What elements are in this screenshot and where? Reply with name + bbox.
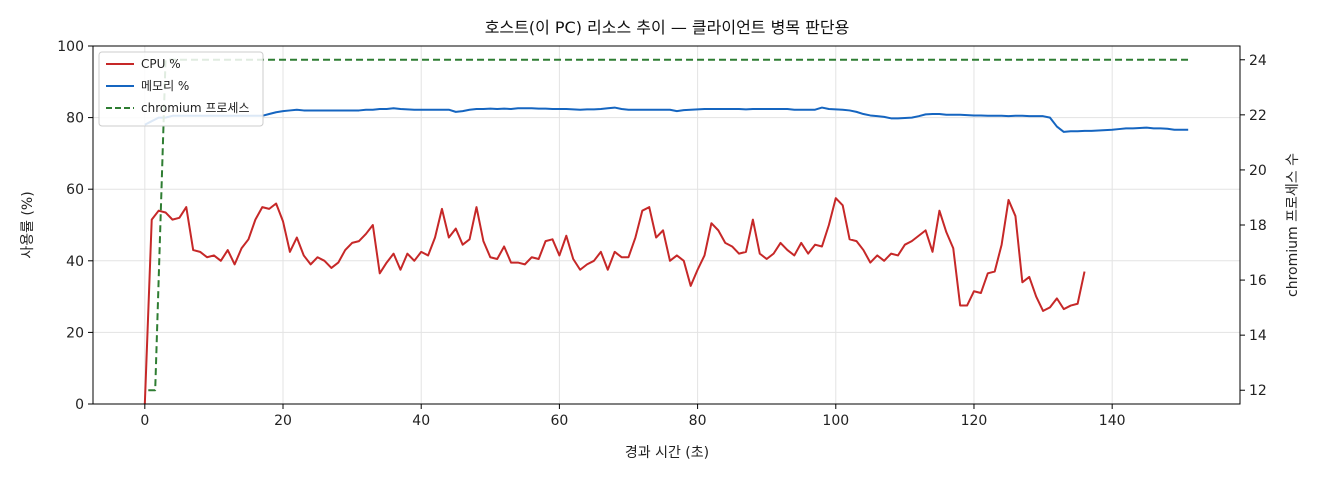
series-layer	[143, 58, 1189, 405]
plot-frame	[92, 45, 1241, 405]
x-tick-label: 0	[140, 413, 149, 429]
x-tick-label: 140	[1099, 413, 1126, 429]
y2-tick-label: 14	[1249, 328, 1267, 344]
y-tick-label: 80	[66, 111, 84, 127]
y2-axis-title: chromium 프로세스 수	[1285, 153, 1301, 297]
y2-tick-label: 24	[1249, 53, 1267, 69]
y-tick-label: 0	[75, 397, 84, 413]
x-tick-label: 60	[550, 413, 568, 429]
legend-label-0: CPU %	[141, 57, 181, 71]
x-axis-ticks: 0 20 40 60 80 100 120 140	[140, 404, 1126, 429]
chart-title: 호스트(이 PC) 리소스 추이 — 클라이언트 병목 판단용	[485, 18, 850, 37]
y-axis-ticks: 0 20 40 60 80 100	[57, 39, 93, 413]
x-tick-label: 120	[961, 413, 988, 429]
x-tick-label: 100	[822, 413, 849, 429]
y-axis-title: 사용률 (%)	[20, 191, 36, 258]
x-axis-title: 경과 시간 (초)	[625, 445, 709, 461]
series-line-2	[148, 58, 1189, 392]
y2-tick-label: 12	[1249, 383, 1267, 399]
series-line-1	[144, 106, 1189, 133]
y2-tick-label: 22	[1249, 108, 1267, 124]
x-tick-label: 80	[689, 413, 707, 429]
legend-label-1: 메모리 %	[141, 79, 189, 93]
y-tick-label: 40	[66, 254, 84, 270]
y2-tick-label: 18	[1249, 218, 1267, 234]
y-tick-label: 60	[66, 182, 84, 198]
legend-box	[98, 51, 264, 127]
y-tick-label: 20	[66, 325, 84, 341]
y2-tick-label: 16	[1249, 273, 1267, 289]
grid	[93, 45, 1240, 405]
series-line-0	[143, 197, 1086, 405]
x-tick-label: 20	[274, 413, 292, 429]
legend-label-2: chromium 프로세스	[141, 101, 250, 115]
y2-axis-ticks: 12 14 16 18 20 22 24	[1240, 53, 1267, 399]
y2-tick-label: 20	[1249, 163, 1267, 179]
legend: CPU % 메모리 % chromium 프로세스	[98, 51, 264, 127]
x-tick-label: 40	[412, 413, 430, 429]
y-tick-label: 100	[57, 39, 84, 55]
